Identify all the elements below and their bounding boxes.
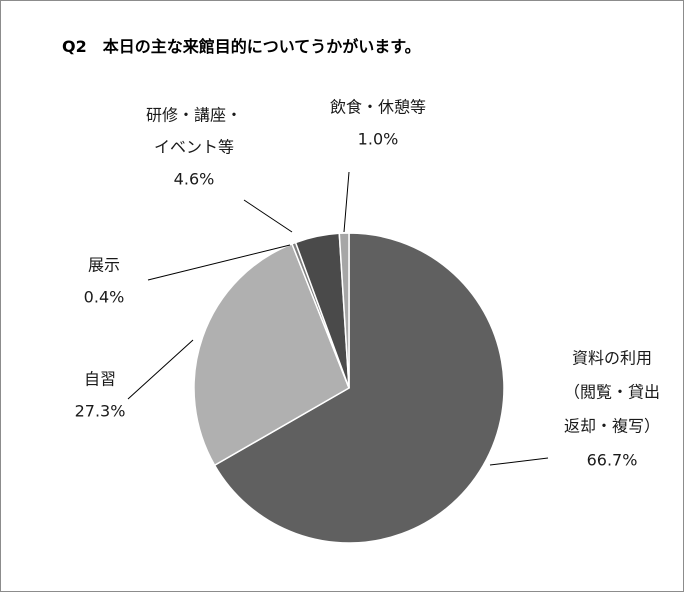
leader-lines	[127, 171, 549, 466]
slice-value-label-0: 66.7%	[587, 451, 638, 470]
slice-label-1-line-0: 自習	[84, 370, 116, 389]
pie-slice-0	[213, 232, 505, 544]
slice-label-3-line-0: 研修・講座・	[146, 106, 242, 125]
leader-line-3	[243, 199, 293, 233]
leader-line-0	[489, 457, 549, 466]
slice-value-label-4: 1.0%	[358, 130, 399, 149]
pie-slices	[193, 232, 505, 544]
leader-line-2	[147, 244, 291, 281]
slice-value-label-3: 4.6%	[174, 170, 215, 189]
slice-label-0-line-0: 資料の利用	[572, 349, 652, 368]
slice-label-0-line-1: （閲覧・貸出	[564, 383, 660, 402]
slice-value-label-2: 0.4%	[84, 288, 125, 307]
slice-label-0-line-2: 返却・複写）	[564, 417, 660, 436]
slice-label-2-line-0: 展示	[88, 256, 120, 275]
leader-line-1	[127, 339, 194, 400]
leader-line-4	[343, 171, 350, 233]
pie-slice-1	[193, 242, 350, 467]
slice-label-4-line-0: 飲食・休憩等	[330, 98, 426, 117]
chart-title: Q2 本日の主な来館目的についてうかがいます。	[62, 37, 421, 56]
pie-slice-4	[338, 232, 350, 389]
slice-value-label-1: 27.3%	[75, 402, 126, 421]
slice-label-3-line-1: イベント等	[154, 138, 234, 157]
